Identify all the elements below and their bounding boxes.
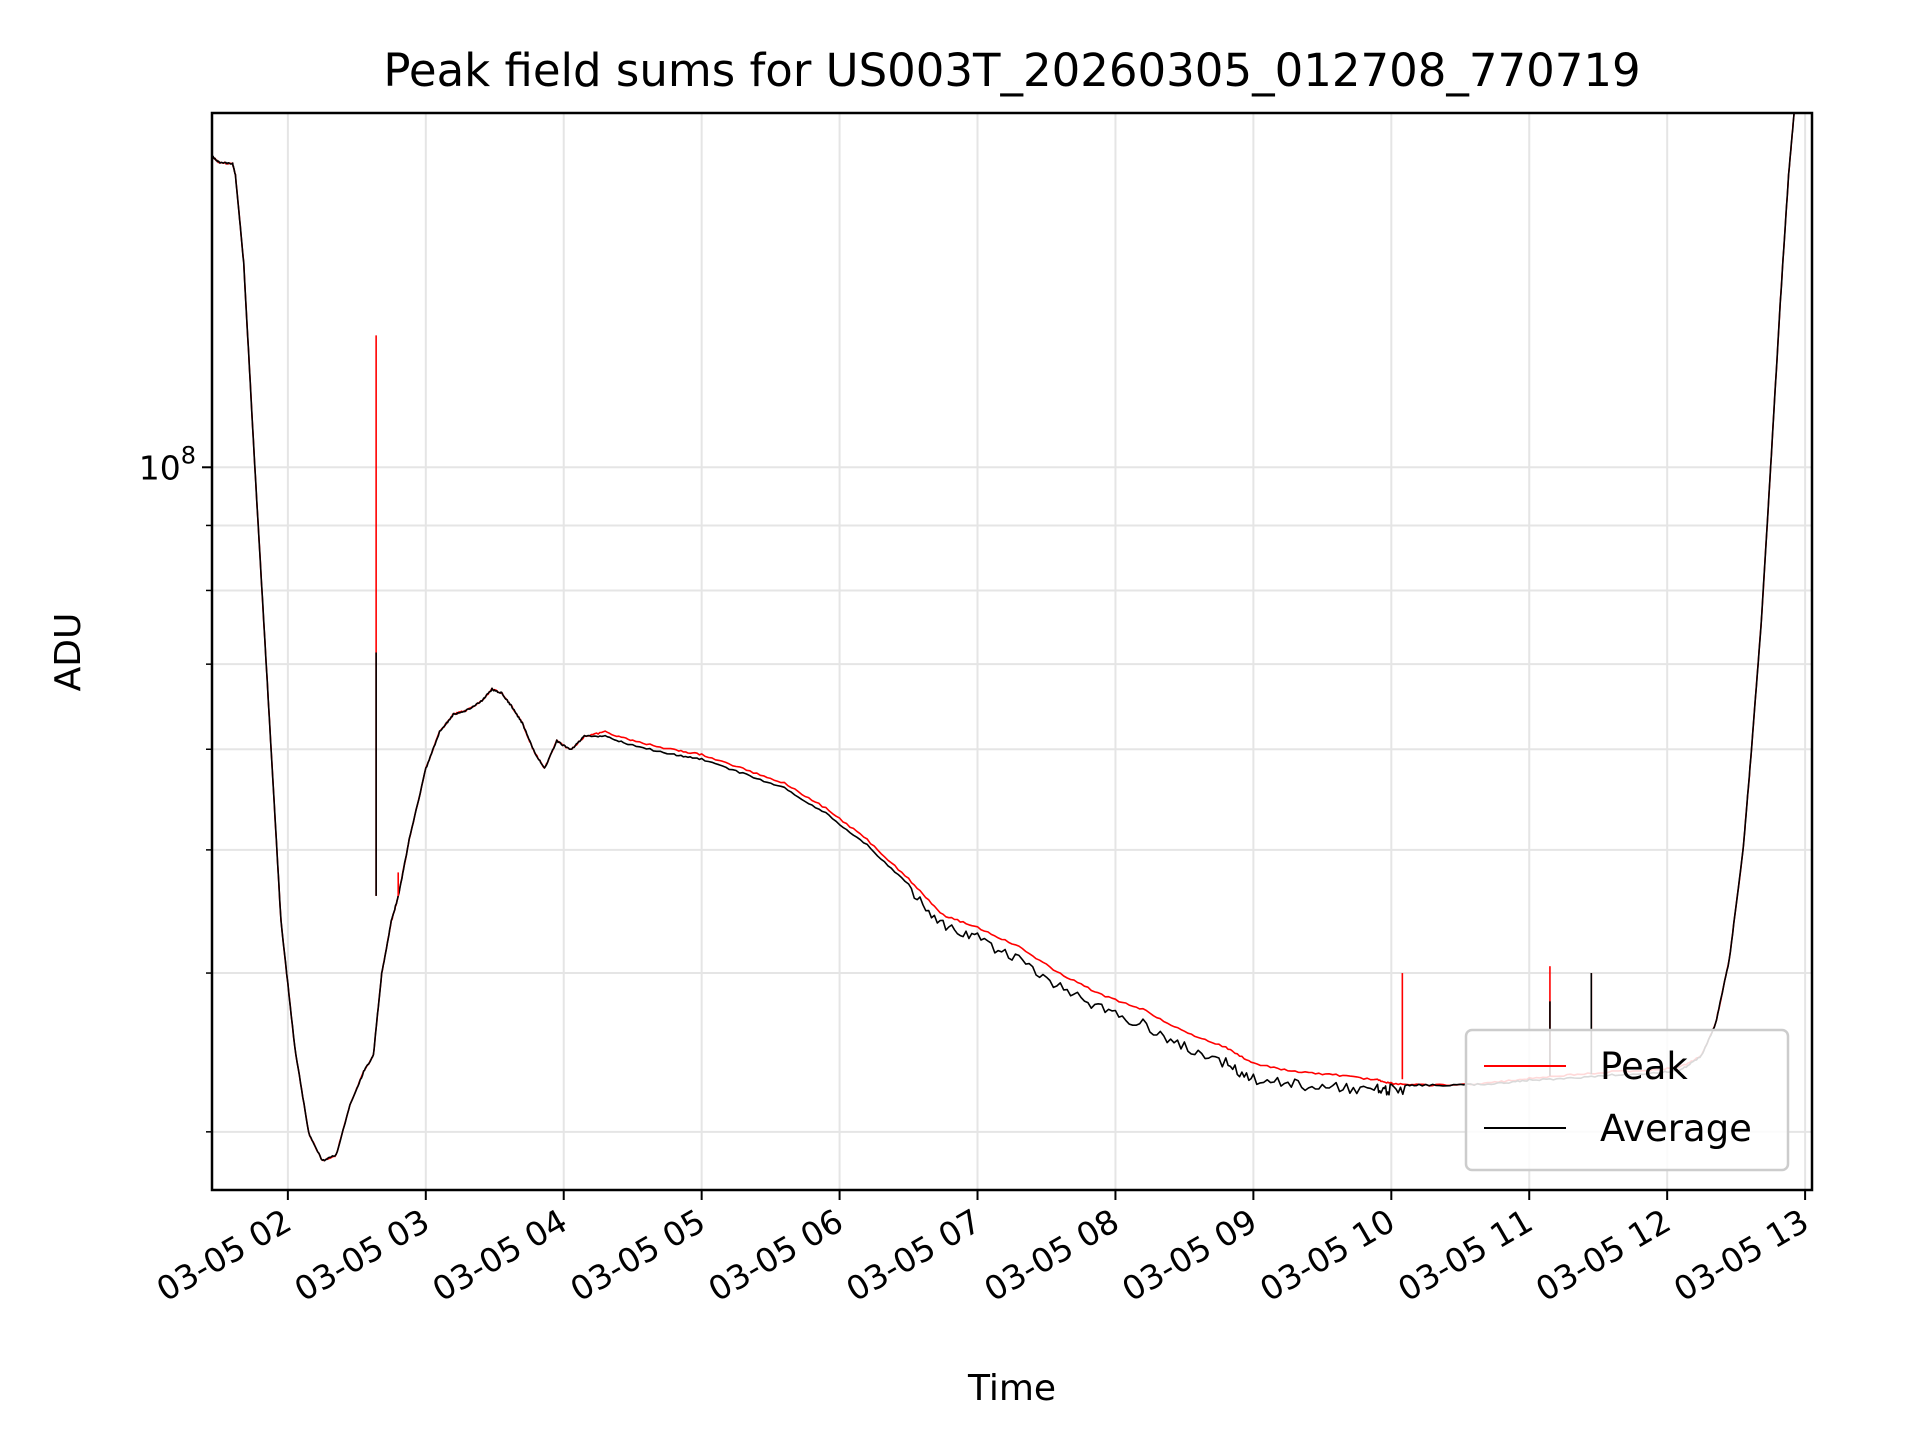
legend-label-average: Average	[1600, 1107, 1752, 1150]
plot-frame	[210, 111, 1814, 1192]
chart-title: Peak field sums for US003T_20260305_0127…	[383, 44, 1640, 97]
x-axis-label: Time	[967, 1368, 1056, 1409]
y-axis-label: ADU	[48, 613, 89, 692]
y-tick-label: 108	[139, 441, 196, 487]
grid	[212, 113, 1812, 1190]
legend: Peak Average	[1464, 1028, 1790, 1172]
legend-label-peak: Peak	[1600, 1045, 1688, 1088]
